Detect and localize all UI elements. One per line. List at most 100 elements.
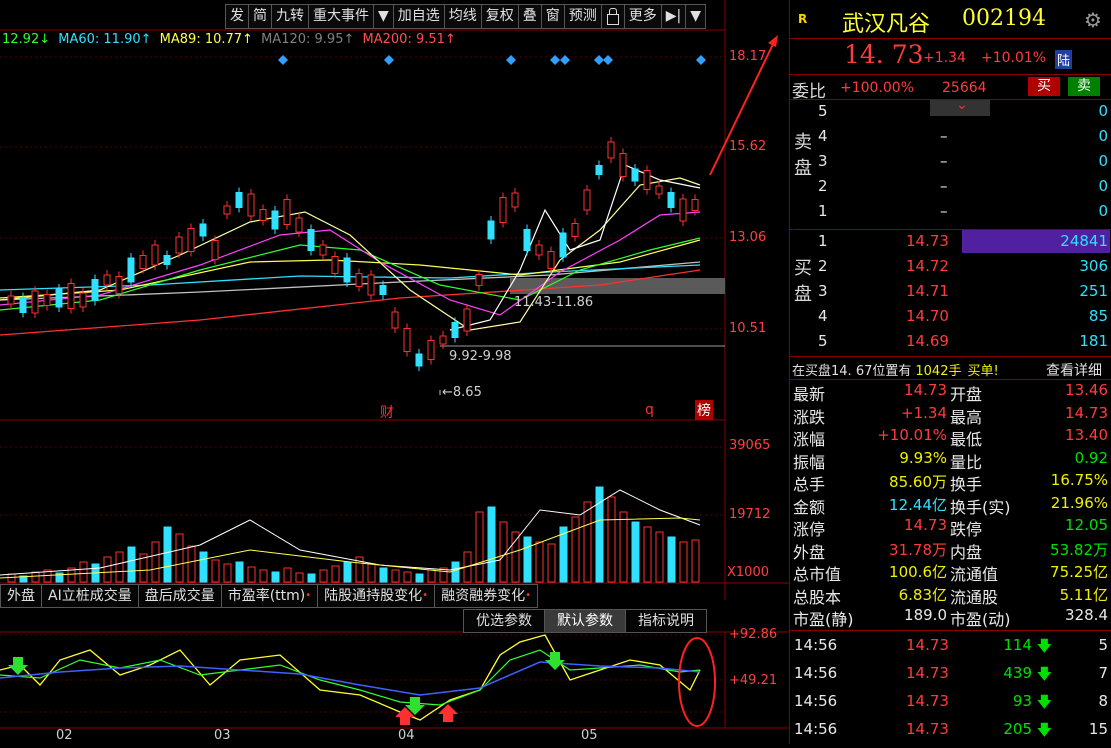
volume-bar	[127, 546, 136, 583]
candle-body	[607, 141, 615, 159]
volume-bar	[259, 569, 268, 583]
trade-row: 14:56 14.73 439 🡇 7	[794, 664, 1111, 692]
chevron-down-icon: ⌄	[956, 97, 968, 113]
trade-count: 8	[1098, 692, 1108, 710]
candle-body	[175, 236, 183, 254]
toolbar-add-watchlist-button[interactable]: 加自选	[392, 4, 444, 29]
stat-value: 5.11亿	[1059, 585, 1108, 604]
buy-level-row[interactable]: 3 14.71 251	[818, 282, 1108, 300]
toolbar-major-events-button[interactable]: 重大事件	[308, 4, 373, 29]
toolbar-adjust-button[interactable]: 复权	[480, 4, 518, 29]
trade-count: 5	[1098, 636, 1108, 654]
price-axis-label: 13.06	[729, 230, 767, 245]
volume-bar	[547, 543, 556, 583]
candle-body	[103, 274, 111, 286]
candle-body	[403, 328, 411, 352]
toolbar-overlay-button[interactable]: 叠	[517, 4, 541, 29]
tab-optimized-params[interactable]: 优选参数	[463, 609, 544, 633]
stat-row: 总股本 6.83亿 流通股 5.11亿	[790, 584, 1111, 607]
trade-price: 14.73	[906, 664, 949, 682]
toolbar-more-button[interactable]: 更多	[623, 4, 661, 29]
down-arrow-icon: 🡇	[1036, 665, 1052, 683]
candle-body	[559, 232, 567, 258]
stat-row: 涨停 14.73 跌停 12.05	[790, 516, 1111, 539]
toolbar-next-icon[interactable]: ▶|	[660, 4, 686, 29]
date-label: 04	[398, 728, 415, 743]
tab-margin-change[interactable]: 融资融券变化•	[434, 584, 538, 608]
candle-body	[91, 279, 99, 301]
candle-body	[295, 217, 303, 233]
stat-value: 6.83亿	[898, 585, 947, 604]
param-tabs: 优选参数 默认参数 指标说明	[463, 609, 707, 633]
stat-row: 外盘 31.78万 内盘 53.82万	[790, 539, 1111, 562]
candle-body	[475, 274, 483, 286]
volume-bar	[439, 567, 448, 583]
buy-button[interactable]: 买	[1028, 77, 1060, 96]
stat-label: 换手(实)	[950, 497, 1011, 517]
tab-outer-volume[interactable]: 外盘	[0, 584, 41, 608]
candle-body	[619, 153, 627, 177]
toolbar-events-dropdown[interactable]: ▼	[373, 4, 393, 29]
trade-row: 14:56 14.73 93 🡇 8	[794, 692, 1111, 720]
stat-row: 涨跌 +1.34 最高 14.73	[790, 404, 1111, 427]
volume-bar	[307, 573, 316, 583]
quote-panel: R 武汉凡谷 002194 ⚙ 14. 73 +1.34 +10.01% 陆 委…	[789, 0, 1111, 744]
toolbar-jian-button[interactable]: 简	[248, 4, 271, 29]
volume-bar	[415, 573, 424, 583]
collapse-handle[interactable]: ⌄	[930, 97, 990, 116]
sell-level-row[interactable]: 3–0	[818, 152, 1108, 170]
tab-after-hours-volume[interactable]: 盘后成交量	[137, 584, 221, 608]
candle-body	[583, 189, 591, 211]
buy-level-row[interactable]: 1 14.73 24841	[818, 232, 1108, 250]
sell-level-row[interactable]: 4–0	[818, 127, 1108, 145]
tab-ai-volume[interactable]: AI立桩成交量	[41, 584, 138, 608]
tab-default-params[interactable]: 默认参数	[544, 609, 625, 633]
buy-level-row[interactable]: 5 14.69 181	[818, 332, 1108, 350]
toolbar-ma-button[interactable]: 均线	[443, 4, 481, 29]
buy-level-row[interactable]: 4 14.70 85	[818, 307, 1108, 325]
indicator-axis-label: +92.86	[729, 627, 778, 642]
event-marker-q[interactable]: q	[645, 402, 654, 418]
candle-body	[439, 335, 447, 345]
toolbar-fa-button[interactable]: 发	[225, 4, 248, 29]
toolbar-more-dropdown[interactable]: ▼	[685, 4, 707, 29]
volume-bar	[667, 536, 676, 583]
sell-level-row[interactable]: 2–0	[818, 177, 1108, 195]
event-marker-bang[interactable]: 榜	[695, 400, 713, 420]
sell-level-row[interactable]: 1–0	[818, 202, 1108, 220]
ma-legend-item: MA60: 11.90↑	[58, 32, 152, 47]
buy-level-row[interactable]: 2 14.72 306	[818, 257, 1108, 275]
volume-bar	[295, 572, 304, 583]
candle-body	[691, 199, 699, 211]
volume-bar	[151, 541, 160, 583]
volume-bar	[535, 541, 544, 583]
toolbar-forecast-button[interactable]: 预测	[563, 4, 601, 29]
lock-icon[interactable]	[600, 4, 624, 29]
toolbar-jiuzhuan-button[interactable]: 九转	[271, 4, 308, 29]
weibi-label: 委比	[792, 82, 826, 102]
trade-price: 14.73	[906, 720, 949, 738]
candle-body	[19, 297, 27, 313]
view-details-link[interactable]: 查看详细	[1046, 363, 1102, 379]
candle-body	[151, 244, 159, 266]
trade-count: 7	[1098, 664, 1108, 682]
top-bid-highlight	[962, 230, 1110, 253]
tab-indicator-help[interactable]: 指标说明	[625, 609, 707, 633]
sell-button[interactable]: 卖	[1068, 77, 1100, 96]
gear-icon[interactable]: ⚙	[1084, 8, 1102, 32]
ma-legend-item: MA120: 9.95↑	[261, 32, 355, 47]
stat-label: 开盘	[950, 385, 983, 404]
ma-legend-item: MA89: 10.77↑	[159, 32, 253, 47]
price-chart[interactable]	[0, 0, 789, 744]
candle-body	[127, 257, 135, 283]
tab-pe-ttm[interactable]: 市盈率(ttm)•	[220, 584, 318, 608]
candle-body	[331, 256, 339, 274]
stat-value: 53.82万	[1050, 540, 1108, 559]
toolbar-window-button[interactable]: 窗	[540, 4, 564, 29]
stat-value: 14.73	[904, 516, 947, 534]
stat-label: 总市值	[793, 565, 842, 584]
event-marker-financial[interactable]: 财	[380, 405, 394, 421]
stat-value: 0.92	[1074, 448, 1108, 467]
tab-northbound-holding[interactable]: 陆股通持股变化•	[317, 584, 435, 608]
